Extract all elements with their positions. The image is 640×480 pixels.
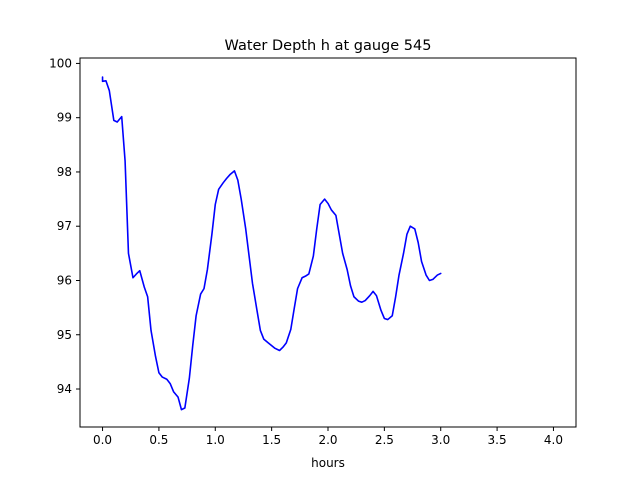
y-tick-label: 99: [57, 111, 72, 125]
plot-frame: [79, 57, 577, 428]
y-tick-label: 98: [57, 165, 72, 179]
x-tick-label: 2.0: [318, 433, 337, 447]
y-tick-label: 96: [57, 273, 72, 287]
x-tick-label: 3.0: [431, 433, 450, 447]
x-tick-label: 0.5: [149, 433, 168, 447]
x-axis-ticks: 0.0 0.5 1.0 1.5 2.0 2.5 3.0 3.5 4.0: [93, 427, 563, 447]
x-tick-label: 1.5: [262, 433, 281, 447]
x-tick-label: 3.5: [488, 433, 507, 447]
series-line: [101, 76, 442, 411]
x-tick-label: 4.0: [544, 433, 563, 447]
y-tick-label: 100: [49, 56, 72, 70]
y-tick-label: 95: [57, 328, 72, 342]
x-tick-label: 2.5: [375, 433, 394, 447]
x-tick-label: 1.0: [206, 433, 225, 447]
x-tick-label: 0.0: [93, 433, 112, 447]
chart-title: Water Depth h at gauge 545: [225, 38, 432, 54]
y-tick-label: 94: [57, 382, 72, 396]
y-tick-label: 97: [57, 219, 72, 233]
x-axis-label: hours: [311, 456, 345, 470]
series-layer: [101, 76, 442, 411]
y-axis-ticks: 94 95 96 97 98 99 100: [49, 56, 80, 396]
